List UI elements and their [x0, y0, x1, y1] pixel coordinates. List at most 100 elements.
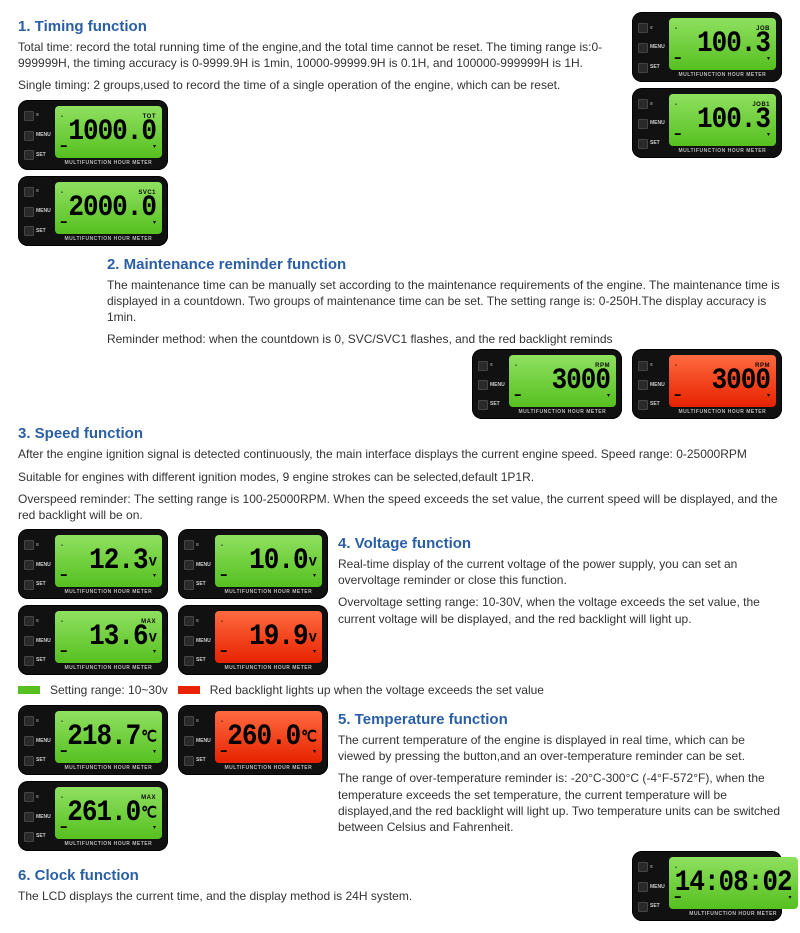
menu-icon: ≡: [36, 719, 39, 724]
menu-button-label[interactable]: MENU: [36, 815, 51, 820]
meter-reading: 3000: [675, 365, 770, 395]
menu-button-label[interactable]: MENU: [36, 639, 51, 644]
swatch-red: [178, 686, 200, 694]
menu-button-label[interactable]: MENU: [490, 383, 505, 388]
legend-green-text: Setting range: 10~30v: [50, 683, 168, 697]
meter-t-2187: ≡MENUSET▪218.7℃▬▾MULTIFUNCTION HOUR METE…: [18, 705, 168, 775]
meter-v-123: ≡MENUSET▪12.3v▬▾MULTIFUNCTION HOUR METER: [18, 529, 168, 599]
s2-title: 2. Maintenance reminder function: [107, 256, 782, 273]
set-button-label[interactable]: SET: [196, 658, 206, 663]
set-button-label[interactable]: SET: [650, 141, 660, 146]
s5-p1: The current temperature of the engine is…: [338, 732, 782, 764]
menu-icon: ≡: [36, 189, 39, 194]
meter-reading: 12.3v: [61, 545, 156, 575]
set-button-label[interactable]: SET: [36, 834, 46, 839]
s3-p2: Suitable for engines with different igni…: [18, 469, 782, 485]
device-label: MULTIFUNCTION HOUR METER: [669, 148, 776, 154]
menu-icon: ≡: [490, 363, 493, 368]
meter-reading: 218.7℃: [61, 721, 156, 751]
s4-p2: Overvoltage setting range: 10-30V, when …: [338, 594, 782, 626]
s6-title: 6. Clock function: [18, 867, 622, 884]
menu-icon: ≡: [196, 619, 199, 624]
set-button-label[interactable]: SET: [36, 658, 46, 663]
set-button-label[interactable]: SET: [196, 582, 206, 587]
meter-v-199: ≡MENUSET▪19.9v▬▾MULTIFUNCTION HOUR METER: [178, 605, 328, 675]
meter-rpm-red: ≡MENUSET▪RPM3000▬▾MULTIFUNCTION HOUR MET…: [632, 349, 782, 419]
meter-t-2610: ≡MENUSET▪MAX261.0℃▬▾MULTIFUNCTION HOUR M…: [18, 781, 168, 851]
menu-icon: ≡: [36, 619, 39, 624]
s4-p1: Real-time display of the current voltage…: [338, 556, 782, 588]
menu-icon: ≡: [36, 113, 39, 118]
meter-reading: 10.0v: [221, 545, 316, 575]
menu-button-label[interactable]: MENU: [650, 383, 665, 388]
menu-button-label[interactable]: MENU: [36, 209, 51, 214]
meter-t-2600: ≡MENUSET▪260.0℃▬▾MULTIFUNCTION HOUR METE…: [178, 705, 328, 775]
menu-button-label[interactable]: MENU: [36, 563, 51, 568]
device-label: MULTIFUNCTION HOUR METER: [215, 765, 322, 771]
s1-p1: Total time: record the total running tim…: [18, 39, 622, 71]
menu-button-label[interactable]: MENU: [36, 133, 51, 138]
menu-icon: ≡: [650, 26, 653, 31]
menu-icon: ≡: [36, 543, 39, 548]
voltage-legend: Setting range: 10~30v Red backlight ligh…: [18, 683, 782, 697]
set-button-label[interactable]: SET: [196, 758, 206, 763]
set-button-label[interactable]: SET: [490, 402, 500, 407]
s5-p2: The range of over-temperature reminder i…: [338, 770, 782, 835]
menu-button-label[interactable]: MENU: [36, 739, 51, 744]
menu-button-label[interactable]: MENU: [650, 45, 665, 50]
s4-title: 4. Voltage function: [338, 535, 782, 552]
device-label: MULTIFUNCTION HOUR METER: [55, 236, 162, 242]
set-button-label[interactable]: SET: [36, 758, 46, 763]
s3-p3: Overspeed reminder: The setting range is…: [18, 491, 782, 523]
menu-button-label[interactable]: MENU: [196, 639, 211, 644]
device-label: MULTIFUNCTION HOUR METER: [669, 911, 798, 917]
meter-job: ≡MENUSET▪JOB100.3▬▾MULTIFUNCTION HOUR ME…: [632, 12, 782, 82]
set-button-label[interactable]: SET: [36, 153, 46, 158]
set-button-label[interactable]: SET: [650, 65, 660, 70]
meter-clock: ≡MENUSET▪14:08:02▬▾MULTIFUNCTION HOUR ME…: [632, 851, 782, 921]
menu-icon: ≡: [650, 363, 653, 368]
menu-button-label[interactable]: MENU: [196, 563, 211, 568]
meter-reading: 3000: [515, 365, 610, 395]
s3-p1: After the engine ignition signal is dete…: [18, 446, 782, 462]
meter-tot: ≡MENUSET▪TOT1000.0▬▾MULTIFUNCTION HOUR M…: [18, 100, 168, 170]
meter-v-136: ≡MENUSET▪MAX13.6v▬▾MULTIFUNCTION HOUR ME…: [18, 605, 168, 675]
set-button-label[interactable]: SET: [36, 582, 46, 587]
s5-title: 5. Temperature function: [338, 711, 782, 728]
set-button-label[interactable]: SET: [650, 904, 660, 909]
device-label: MULTIFUNCTION HOUR METER: [55, 589, 162, 595]
device-label: MULTIFUNCTION HOUR METER: [55, 160, 162, 166]
meter-reading: 1000.0: [61, 116, 156, 146]
device-label: MULTIFUNCTION HOUR METER: [669, 409, 776, 415]
menu-icon: ≡: [650, 102, 653, 107]
menu-icon: ≡: [650, 865, 653, 870]
menu-button-label[interactable]: MENU: [650, 885, 665, 890]
meter-reading: 2000.0: [61, 192, 156, 222]
meter-rpm-green: ≡MENUSET▪RPM3000▬▾MULTIFUNCTION HOUR MET…: [472, 349, 622, 419]
s2-p2: Reminder method: when the countdown is 0…: [107, 331, 782, 347]
s2-p1: The maintenance time can be manually set…: [107, 277, 782, 326]
meter-reading: 14:08:02: [675, 867, 792, 897]
menu-icon: ≡: [196, 543, 199, 548]
s6-p1: The LCD displays the current time, and t…: [18, 888, 622, 904]
meter-reading: 100.3: [675, 28, 770, 58]
meter-reading: 100.3: [675, 104, 770, 134]
device-label: MULTIFUNCTION HOUR METER: [55, 765, 162, 771]
device-label: MULTIFUNCTION HOUR METER: [55, 841, 162, 847]
device-label: MULTIFUNCTION HOUR METER: [215, 665, 322, 671]
legend-red-text: Red backlight lights up when the voltage…: [210, 683, 544, 697]
swatch-green: [18, 686, 40, 694]
meter-reading: 13.6v: [61, 621, 156, 651]
device-label: MULTIFUNCTION HOUR METER: [669, 72, 776, 78]
menu-button-label[interactable]: MENU: [650, 121, 665, 126]
set-button-label[interactable]: SET: [650, 402, 660, 407]
device-label: MULTIFUNCTION HOUR METER: [509, 409, 616, 415]
meter-job1: ≡MENUSET▪JOB1100.3▬▾MULTIFUNCTION HOUR M…: [632, 88, 782, 158]
menu-icon: ≡: [196, 719, 199, 724]
s1-p2: Single timing: 2 groups,used to record t…: [18, 77, 622, 93]
set-button-label[interactable]: SET: [36, 229, 46, 234]
meter-v-100: ≡MENUSET▪10.0v▬▾MULTIFUNCTION HOUR METER: [178, 529, 328, 599]
menu-button-label[interactable]: MENU: [196, 739, 211, 744]
s3-title: 3. Speed function: [18, 425, 782, 442]
meter-reading: 260.0℃: [221, 721, 316, 751]
